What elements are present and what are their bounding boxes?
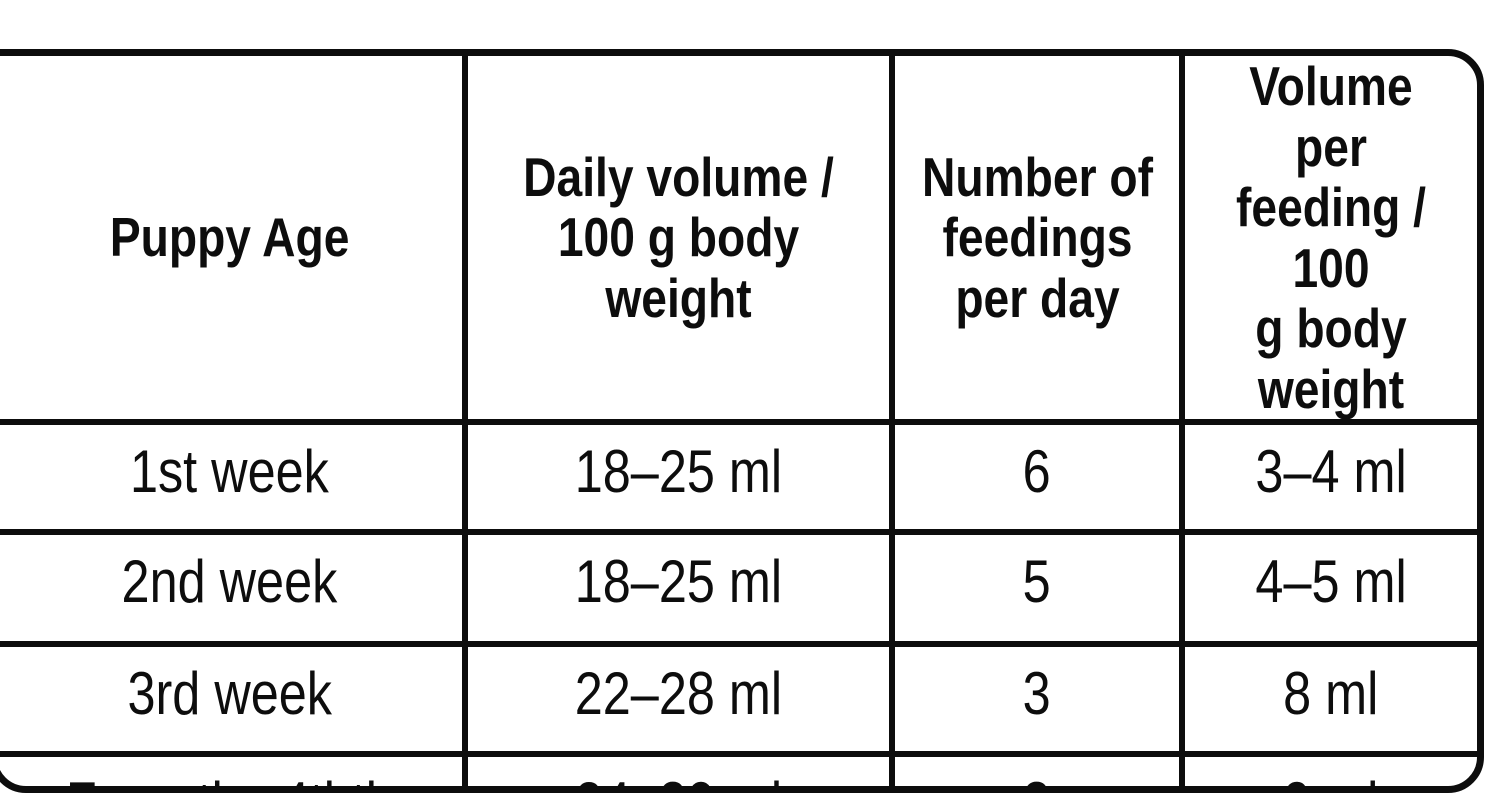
week1-feedings-value: 6: [1022, 438, 1052, 505]
week3-age-value: 3rd week: [127, 660, 332, 727]
header-daily-volume: Daily volume / 100 g body weight: [462, 56, 895, 425]
cell-week3-volume-per-feeding: 8 ml: [1179, 641, 1477, 757]
cell-week1-daily-volume: 18–25 ml: [462, 419, 895, 535]
week3-feedings-value: 3: [1022, 660, 1052, 727]
table-row-week-3: 3rd week 22–28 ml 3 8 ml: [0, 641, 1477, 757]
table-row-week-2: 2nd week 18–25 ml 5 4–5 ml: [0, 529, 1477, 647]
table-row-week-1: 1st week 18–25 ml 6 3–4 ml: [0, 419, 1477, 535]
cell-week3-daily-volume: 22–28 ml: [462, 641, 895, 757]
cell-week3-feedings: 3: [889, 641, 1185, 757]
header-feedings-per-day-label: Number of feedings per day: [921, 145, 1153, 329]
week4-feedings-value: 3: [1023, 774, 1051, 786]
week1-volume-per-feeding-value: 3–4 ml: [1255, 438, 1407, 505]
week1-age-value: 1st week: [130, 438, 329, 505]
header-feedings-per-day: Number of feedings per day: [889, 56, 1185, 425]
header-volume-per-feeding: Volume per feeding / 100 g body weight: [1179, 56, 1477, 425]
week2-daily-volume-value: 18–25 ml: [574, 548, 783, 615]
week4-volume-per-feeding-value: 9 ml: [1283, 774, 1378, 786]
header-puppy-age-label: Puppy Age: [109, 206, 350, 269]
header-daily-volume-label: Daily volume / 100 g body weight: [523, 145, 834, 329]
table-row-week-4-onward: From the 4thth week onwardt* 24–30 ml 3 …: [0, 751, 1477, 786]
week2-age-value: 2nd week: [121, 548, 338, 615]
week1-daily-volume-value: 18–25 ml: [574, 438, 783, 505]
cell-week1-volume-per-feeding: 3–4 ml: [1179, 419, 1477, 535]
cell-week2-daily-volume: 18–25 ml: [462, 529, 895, 647]
cell-week2-feedings: 5: [889, 529, 1185, 647]
cell-week2-volume-per-feeding: 4–5 ml: [1179, 529, 1477, 647]
cell-week3-age: 3rd week: [0, 641, 468, 757]
week2-volume-per-feeding-value: 4–5 ml: [1255, 548, 1407, 615]
cell-week4-feedings: 3: [889, 751, 1185, 786]
feeding-table: Puppy Age Daily volume / 100 g body weig…: [0, 56, 1477, 786]
week2-feedings-value: 5: [1022, 548, 1052, 615]
cell-week1-feedings: 6: [889, 419, 1185, 535]
week3-volume-per-feeding-value: 8 ml: [1283, 660, 1379, 727]
header-volume-per-feeding-label: Volume per feeding / 100 g body weight: [1236, 56, 1426, 420]
cell-week1-age: 1st week: [0, 419, 468, 535]
week4-daily-volume-value: 24–30 ml: [575, 774, 782, 786]
cell-week4-age: From the 4thth week onwardt*: [0, 751, 468, 786]
header-puppy-age: Puppy Age: [0, 56, 468, 425]
puppy-feeding-table: Puppy Age Daily volume / 100 g body weig…: [0, 49, 1484, 793]
cell-week4-daily-volume: 24–30 ml: [462, 751, 895, 786]
week4-age-value: From the 4thth week onwardt*: [64, 774, 395, 786]
week3-daily-volume-value: 22–28 ml: [574, 660, 783, 727]
table-header-row: Puppy Age Daily volume / 100 g body weig…: [0, 56, 1477, 425]
cell-week2-age: 2nd week: [0, 529, 468, 647]
cell-week4-volume-per-feeding: 9 ml: [1179, 751, 1477, 786]
